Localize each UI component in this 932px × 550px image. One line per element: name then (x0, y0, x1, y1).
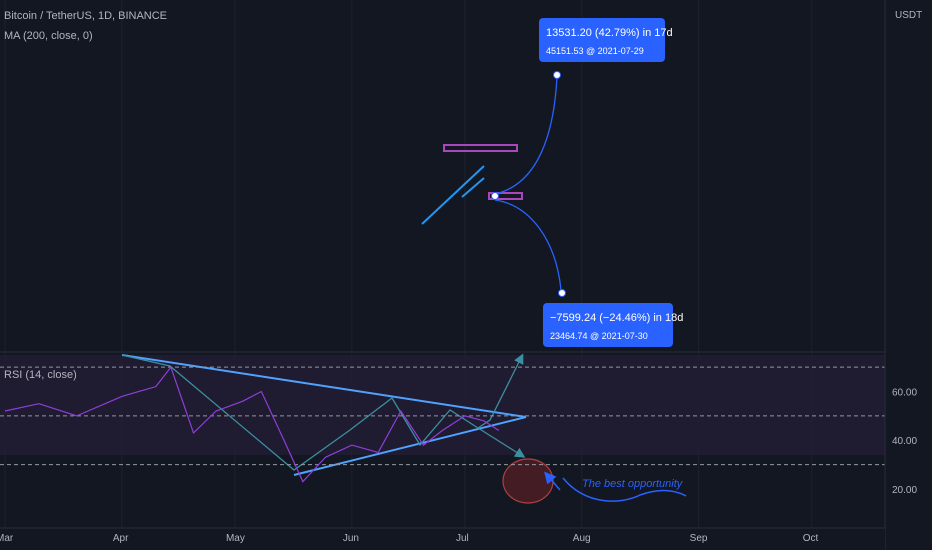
opportunity-squiggle (562, 477, 687, 502)
downside-projection-arrow (494, 199, 562, 291)
downside-target-handle (558, 289, 566, 297)
time-axis: Mar Apr May Jun Jul Aug Sep Oct (0, 527, 885, 550)
projection-origin-handle (491, 192, 499, 200)
rsi-upper-trendline (121, 354, 527, 418)
rsi-zigzag-up (121, 353, 524, 471)
downside-projection-line1: −7599.24 (−24.46%) in 18d (550, 312, 683, 324)
price-axis: USDT19750.0022000.0025000.0028000.003200… (884, 0, 932, 550)
downside-projection-box (543, 303, 673, 347)
downside-projection-line2: 23464.74 @ 2021-07-30 (550, 331, 648, 341)
time-tick-label: Jul (456, 533, 469, 544)
upside-projection-box (539, 18, 665, 62)
symbol-title: Bitcoin / TetherUS, 1D, BINANCE (4, 10, 168, 22)
upside-projection-line2: 45151.53 @ 2021-07-29 (546, 46, 644, 56)
rsi-line (0, 365, 885, 483)
opportunity-label: The best opportunity (582, 478, 684, 490)
time-tick-label: May (226, 533, 245, 544)
rsi-zigzag-down (477, 427, 526, 458)
rsi-legend: RSI (14, close) (4, 369, 77, 381)
upper-zone-box (443, 144, 518, 152)
rsi-tick-label: 20.00 (892, 485, 917, 496)
wedge-lower-trendline (421, 165, 485, 225)
currency-label: USDT (895, 10, 922, 21)
time-tick-label: Oct (803, 533, 819, 544)
time-tick-label: Mar (0, 533, 14, 544)
upside-projection-line1: 13531.20 (42.79%) in 17d (546, 27, 673, 39)
projection-boxes: 13531.20 (42.79%) in 17d 45151.53 @ 2021-… (539, 18, 683, 347)
price-axis-bg (885, 0, 932, 550)
rsi-tick-label: 60.00 (892, 388, 917, 399)
lower-zone-box (488, 192, 523, 200)
time-tick-label: Apr (113, 533, 129, 544)
rsi-series-line (4, 365, 500, 483)
wedge-inner-trendline (461, 177, 485, 198)
time-tick-label: Sep (690, 533, 708, 544)
opportunity-arrow (544, 471, 561, 491)
rsi-tick-label: 40.00 (892, 436, 917, 447)
ma-legend: MA (200, close, 0) (4, 30, 93, 42)
time-tick-label: Aug (573, 533, 591, 544)
grid (0, 0, 885, 528)
upside-projection-arrow (494, 76, 558, 195)
time-axis-bg (0, 528, 885, 550)
time-tick-label: Jun (343, 533, 359, 544)
opportunity-circle (502, 458, 554, 504)
upside-target-handle (553, 71, 561, 79)
rsi-lower-trendline (293, 416, 527, 476)
drawings: The best opportunity (121, 71, 687, 504)
